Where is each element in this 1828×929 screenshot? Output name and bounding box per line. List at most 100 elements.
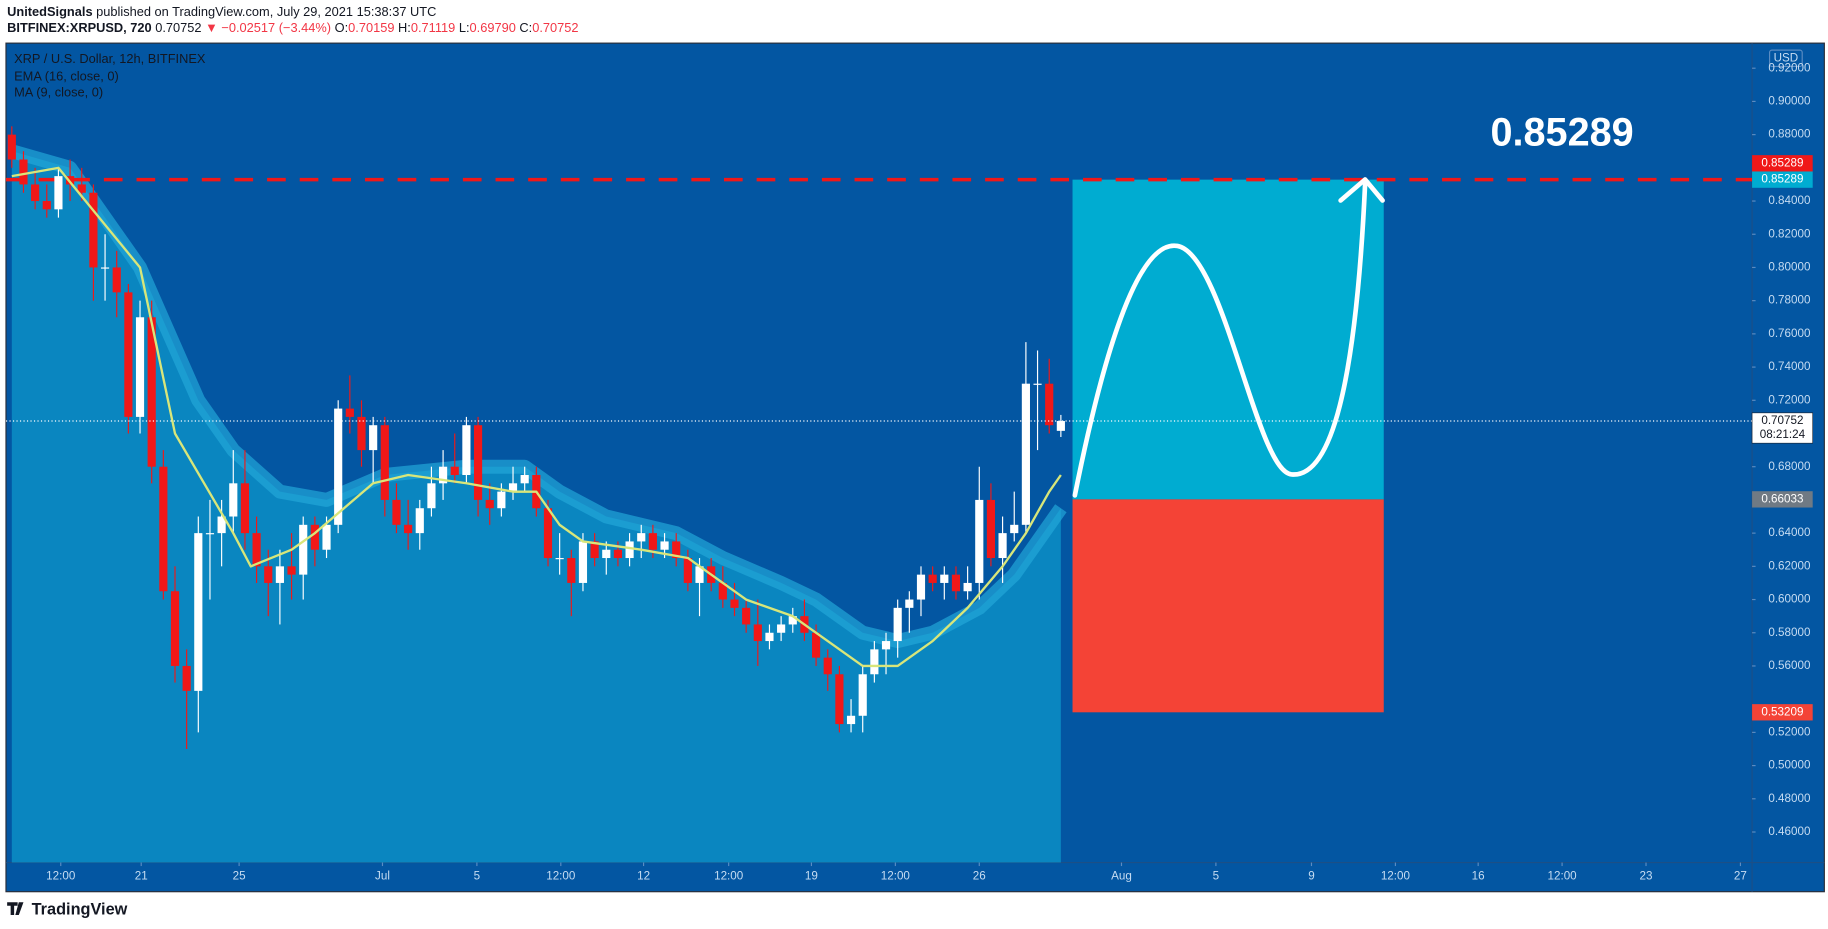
y-tick-label: 0.64000 [1768, 526, 1811, 539]
change: ▼ −0.02517 (−3.44%) [205, 21, 331, 36]
x-tick-label: 5 [1213, 870, 1219, 883]
candle-body [42, 201, 51, 210]
candle-body [672, 541, 681, 559]
h-key: H: [398, 21, 411, 36]
candle-body [742, 607, 751, 625]
target-zone [1072, 179, 1384, 500]
y-tick-label: 0.84000 [1768, 194, 1811, 207]
x-tick-label: 16 [1472, 870, 1485, 883]
candle-body [683, 558, 692, 583]
y-tick-label: 0.50000 [1768, 759, 1811, 772]
candle-body [147, 317, 156, 467]
candle-body [846, 715, 856, 725]
candle-body [637, 533, 646, 542]
last-price-tag-bg [1751, 412, 1813, 444]
candle-body [380, 425, 389, 500]
candle-body [986, 499, 996, 559]
y-tick-label: 0.80000 [1768, 261, 1811, 274]
last-price: 0.70752 [155, 21, 201, 36]
candle-body [777, 624, 786, 633]
candle-body [404, 524, 413, 534]
last-price-tag: 0.70752 [1761, 414, 1803, 427]
candle-body [858, 674, 867, 716]
candle-body [625, 541, 634, 559]
candle-body [520, 475, 529, 484]
candle-body [427, 483, 436, 509]
x-tick-label: 12:00 [546, 870, 576, 883]
entry-tag: 0.66033 [1761, 492, 1803, 505]
candle-body [205, 533, 215, 535]
x-tick-label: 12 [637, 870, 650, 883]
o-key: O: [335, 21, 349, 36]
x-tick-label: 19 [805, 870, 818, 883]
x-tick-label: 27 [1734, 870, 1747, 883]
y-tick-label: 0.90000 [1768, 94, 1811, 107]
y-tick-label: 0.88000 [1768, 128, 1811, 141]
candle-body [940, 574, 949, 583]
candle-body [194, 533, 203, 691]
candle-body [928, 574, 937, 583]
currency: USD [1774, 51, 1799, 64]
author: UnitedSignals [7, 4, 92, 19]
h-value: 0.71119 [411, 21, 455, 36]
candle-body [217, 516, 226, 534]
countdown: 08:21:24 [1760, 428, 1806, 441]
legend-title: XRP / U.S. Dollar, 12h, BITFINEX [14, 51, 206, 66]
stop-tag-bg [1752, 704, 1813, 721]
c-value: 0.70752 [532, 21, 578, 36]
candle-body [870, 649, 879, 675]
y-tick-label: 0.52000 [1768, 725, 1811, 738]
candle-body [100, 267, 110, 269]
candle-body [753, 624, 762, 642]
candle-body [170, 591, 180, 666]
y-tick-label: 0.60000 [1768, 593, 1811, 606]
candle-body [322, 524, 331, 550]
projection-curve [1072, 181, 1368, 498]
candle-body [229, 483, 238, 517]
candle-body [975, 499, 984, 583]
candle-body [613, 549, 623, 559]
candle-body [159, 466, 168, 592]
candle-body [310, 524, 319, 550]
candle-body [345, 408, 354, 417]
candle-body [54, 176, 63, 210]
candle-body [508, 483, 518, 492]
y-tick-label: 0.92000 [1768, 61, 1811, 74]
x-tick-label: 12:00 [1381, 870, 1411, 883]
candle-body [182, 665, 191, 691]
candle-body [264, 566, 273, 583]
candle-body [1010, 524, 1019, 534]
candle-body [602, 549, 611, 559]
candle-body [485, 499, 494, 509]
candle-body [19, 159, 28, 185]
candle-body [881, 641, 891, 650]
plot-area [5, 126, 1753, 863]
candle-body [998, 533, 1007, 559]
candle-body [893, 607, 902, 642]
x-tick-label: 21 [135, 870, 148, 883]
candle-body [823, 657, 832, 675]
x-tick-label: 12:00 [46, 870, 76, 883]
l-value: 0.69790 [470, 21, 516, 36]
candle-body [392, 499, 401, 525]
x-tick-label: 23 [1640, 870, 1653, 883]
x-tick-label: 9 [1308, 870, 1314, 883]
target-label: 0.85289 [1490, 111, 1633, 155]
candle-body [369, 425, 378, 451]
target-tag-bg [1752, 155, 1813, 172]
candle-body [590, 541, 599, 559]
candle-body [334, 408, 343, 525]
candle-body [450, 466, 459, 476]
candle-body [1021, 383, 1030, 525]
candle-body [1045, 383, 1054, 426]
y-tick-label: 0.76000 [1768, 327, 1811, 340]
y-tick-label: 0.58000 [1768, 626, 1811, 639]
candle-body [695, 566, 704, 583]
candle-body [555, 558, 564, 560]
y-tick-label: 0.62000 [1768, 559, 1811, 572]
y-tick-label: 0.78000 [1768, 294, 1811, 307]
candle-body [835, 674, 844, 725]
candle-body [112, 267, 121, 293]
